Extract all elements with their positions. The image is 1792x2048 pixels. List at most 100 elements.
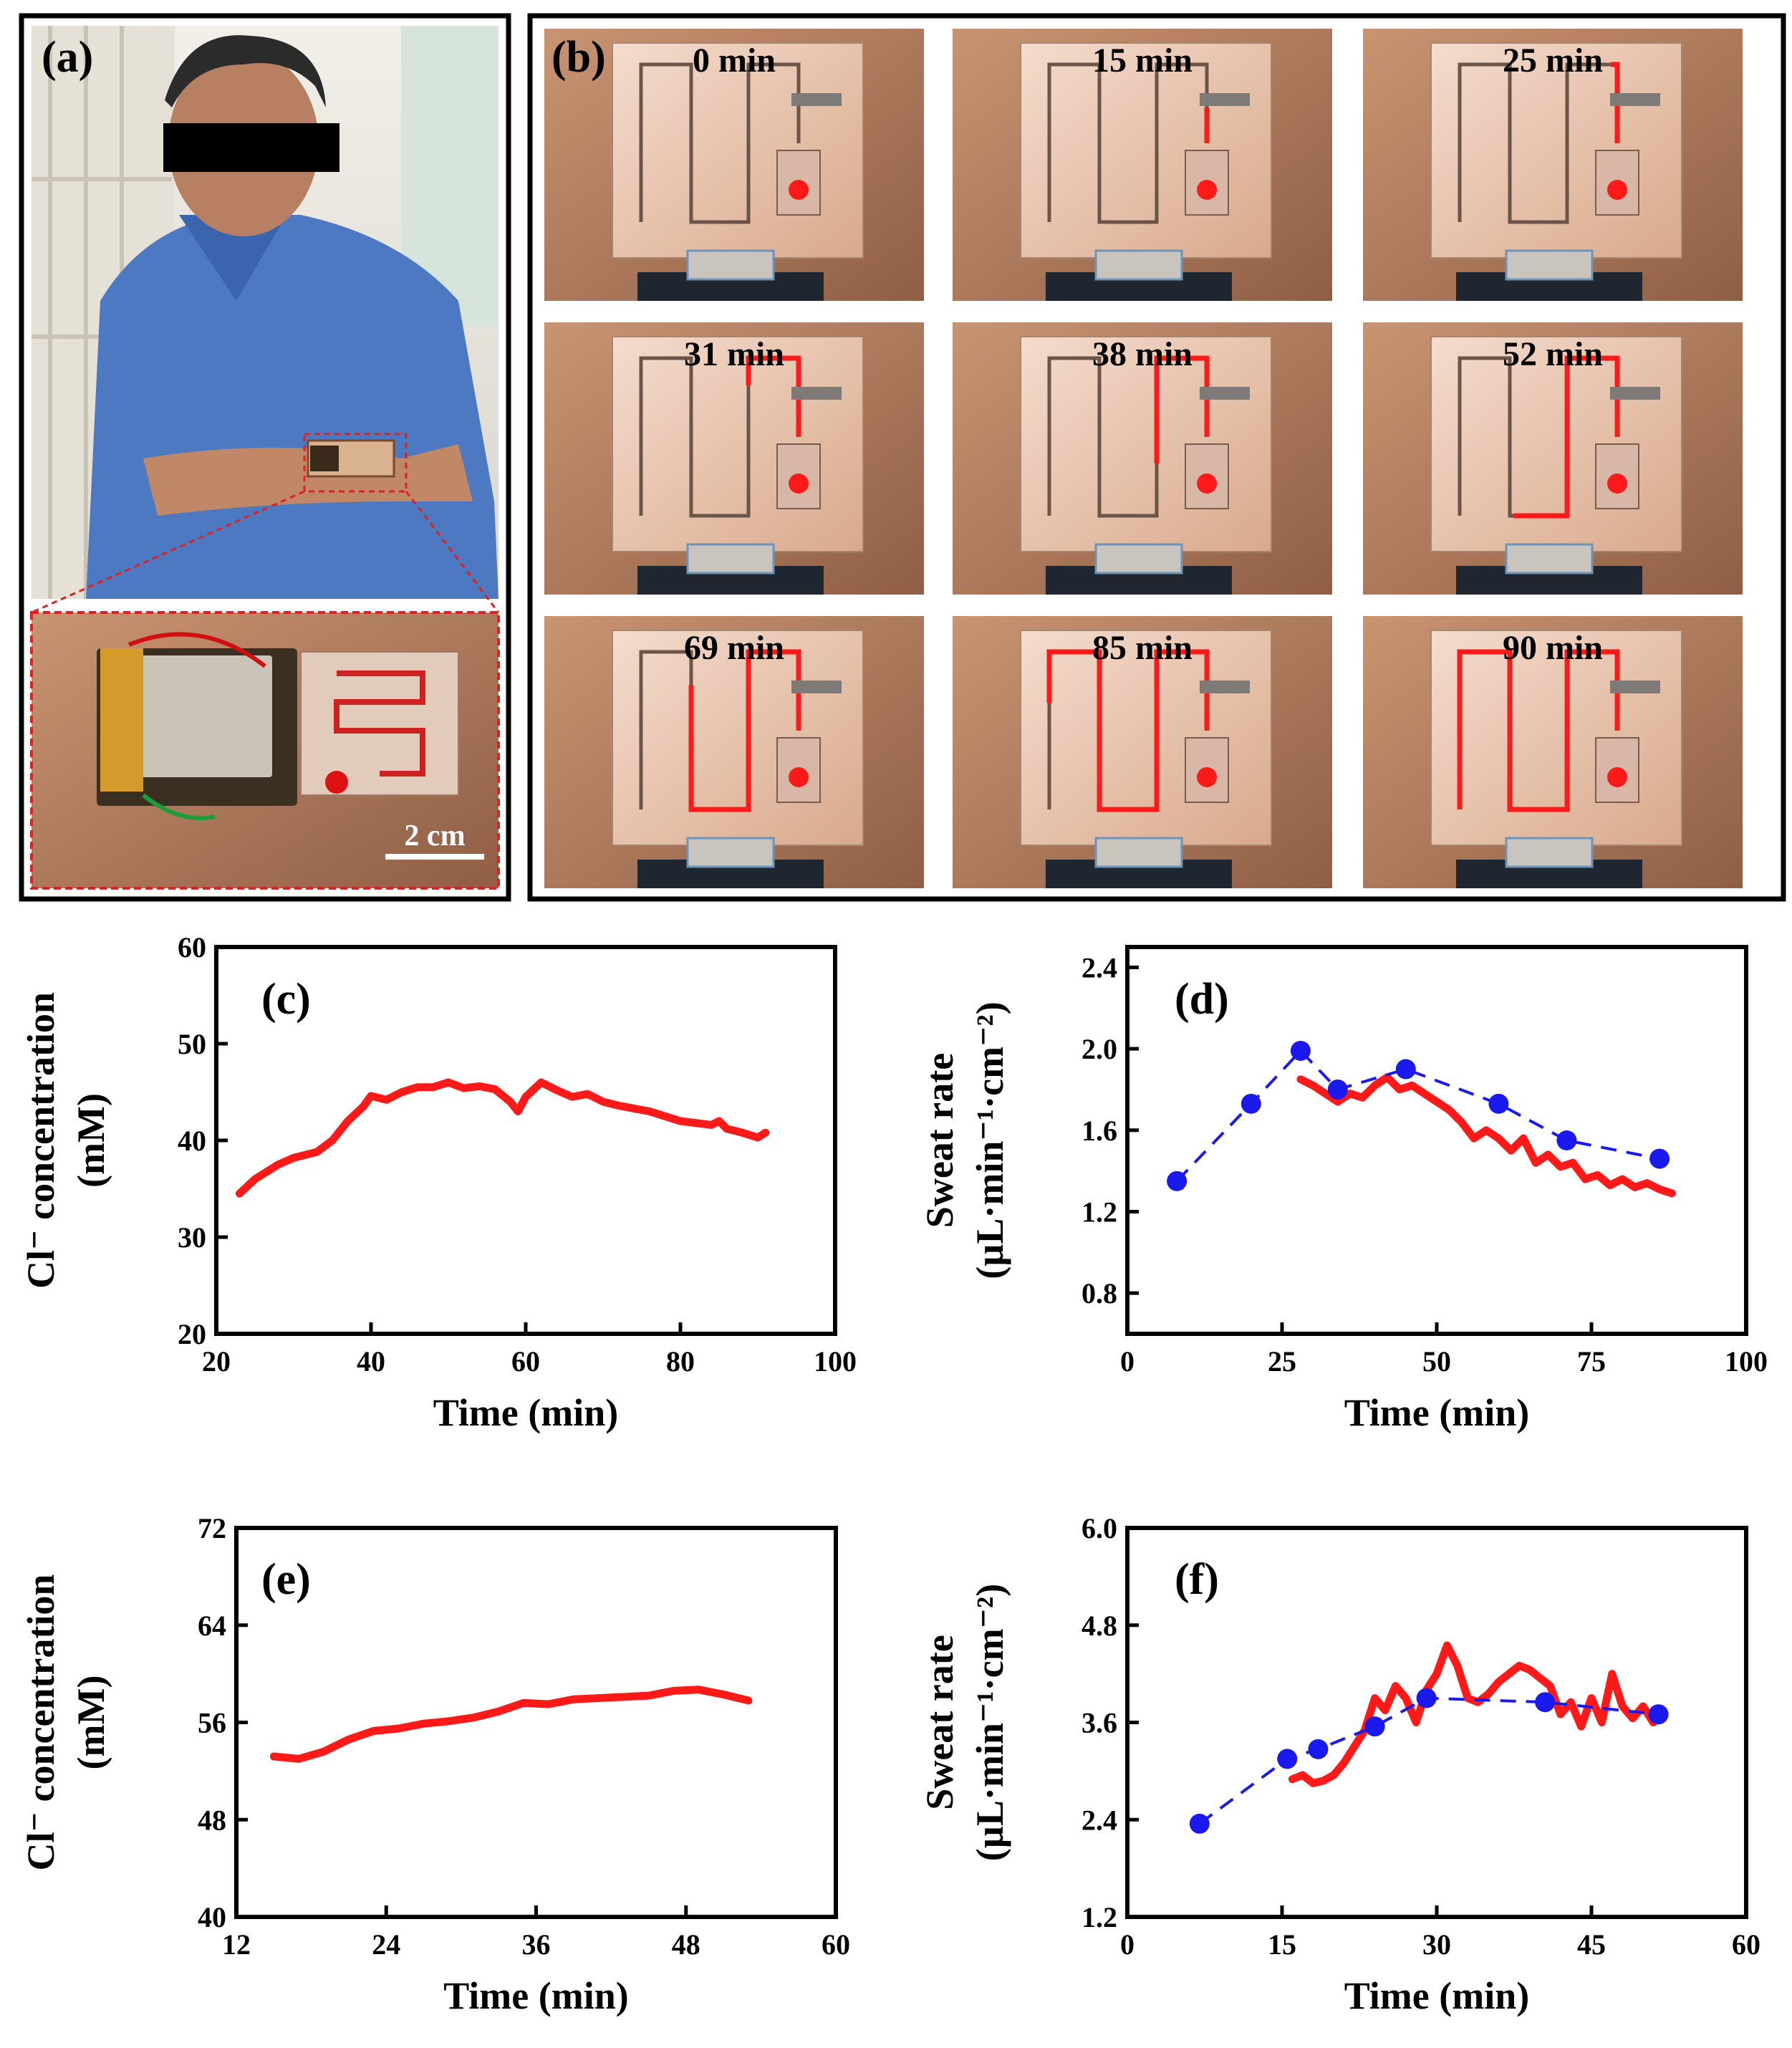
y-tick-label: 60 (178, 931, 206, 963)
series-reference-point (1364, 1716, 1385, 1737)
sweat-fill (1457, 649, 1620, 812)
sensor-dot (1607, 767, 1627, 787)
series-reference-point (1167, 1170, 1188, 1191)
y-tick-label: 20 (178, 1318, 206, 1350)
panel-d-label: (d) (1175, 975, 1229, 1024)
x-tick-label: 50 (1422, 1345, 1451, 1378)
series-reference-point (1649, 1148, 1670, 1169)
series-reference-point (1395, 1059, 1416, 1080)
x-tick-label: 12 (222, 1928, 251, 1961)
x-tick-label: 75 (1577, 1345, 1606, 1378)
series-reference-point (1535, 1692, 1556, 1713)
frame-time-label: 38 min (1092, 335, 1193, 373)
photo-frame-2: 25 min (1363, 29, 1743, 301)
x-tick-label: 100 (814, 1345, 857, 1378)
frame-time-label: 69 min (684, 629, 784, 667)
y-axis-title: (mM) (69, 1676, 112, 1770)
sensor-dot (789, 767, 809, 787)
photo-frame-5: 52 min (1363, 322, 1743, 595)
x-tick-label: 0 (1120, 1345, 1135, 1378)
sweat-fill (638, 355, 801, 519)
frame-time-label: 85 min (1092, 629, 1193, 667)
zoom-box (303, 433, 408, 493)
series-measured-line (1288, 1641, 1657, 1787)
y-axis-title: Sweat rate (918, 1053, 961, 1228)
x-tick-label: 25 (1268, 1345, 1296, 1378)
series-reference-point (1488, 1093, 1509, 1114)
sweat-fill (1457, 355, 1620, 519)
series-reference-point (1308, 1739, 1329, 1759)
plot-frame (234, 1526, 838, 1919)
x-tick-label: 15 (1268, 1928, 1296, 1961)
frame-time-label: 31 min (684, 335, 784, 373)
photo-frame-8: 90 min (1363, 616, 1743, 888)
photo-frame-6: 69 min (544, 616, 924, 888)
series-measured-line (1296, 1073, 1676, 1198)
y-tick-label: 1.2 (1082, 1901, 1117, 1933)
x-tick-label: 45 (1577, 1928, 1606, 1961)
frame-time-label: 90 min (1503, 629, 1603, 667)
series-reference-point (1290, 1040, 1311, 1061)
y-tick-label: 4.8 (1082, 1610, 1117, 1642)
panel-a-label: (a) (42, 33, 93, 82)
panel-b-label: (b) (551, 33, 606, 82)
x-tick-label: 60 (1732, 1928, 1760, 1961)
y-tick-label: 2.4 (1082, 1804, 1117, 1836)
y-tick-label: 6.0 (1082, 1512, 1117, 1544)
y-tick-label: 72 (198, 1512, 226, 1544)
x-tick-label: 40 (357, 1345, 385, 1378)
frame-time-label: 52 min (1503, 335, 1603, 373)
scale-bar-label: 2 cm (404, 819, 465, 852)
y-axis-title: Sweat rate (918, 1635, 961, 1809)
series-reference-point (1648, 1704, 1669, 1725)
x-axis-title: Time (min) (1344, 1391, 1529, 1434)
series-measured-line (269, 1686, 753, 1763)
series-reference-point (1277, 1749, 1298, 1769)
series-reference-line (1198, 1696, 1659, 1825)
frame-time-label: 15 min (1092, 42, 1193, 80)
series-reference-point (1241, 1093, 1261, 1114)
frame-time-label: 0 min (693, 42, 776, 80)
y-axis-title: Cl⁻ concentration (19, 1575, 62, 1871)
panel-c-label: (c) (261, 975, 311, 1024)
panel-a-photo: 2 cm (a) (19, 13, 511, 902)
series-reference-point (1189, 1813, 1210, 1834)
series-measured-line (235, 1078, 770, 1198)
photo-frame-0: 0 min (544, 29, 924, 301)
y-tick-label: 50 (178, 1028, 206, 1060)
photo-frame-7: 85 min (953, 616, 1332, 888)
series-reference-point (1556, 1130, 1577, 1150)
chart-d: 0 25 50 75 100 0.8 1.2 1.6 2.0 2.4 Time (min) Sweat… (918, 945, 1768, 1434)
sensor-dot (1607, 473, 1627, 494)
sweat-fill (638, 649, 801, 812)
panel-f-label: (f) (1175, 1555, 1219, 1604)
sensor-dot (789, 473, 809, 494)
series-reference-line (1175, 1049, 1660, 1183)
sensor-dot (1607, 180, 1627, 200)
x-tick-label: 60 (822, 1928, 850, 1961)
y-tick-label: 1.2 (1082, 1196, 1117, 1228)
y-tick-label: 3.6 (1082, 1707, 1117, 1739)
sensor-dot (1197, 180, 1217, 200)
chart-e: 12 24 36 48 60 40 48 56 64 72 Time (min) Cl⁻ concen… (19, 1512, 850, 2017)
y-tick-label: 0.8 (1082, 1277, 1117, 1309)
chart-f: 0 15 30 45 60 1.2 2.4 3.6 4.8 6.0 Time (min) Sweat … (918, 1512, 1760, 2017)
frame-time-label: 25 min (1503, 42, 1603, 80)
x-tick-label: 100 (1725, 1345, 1768, 1378)
panel-b-photo-grid: 0 min 15 min 25 min 31 min 38 min 52 min 69 mi… (527, 13, 1786, 902)
y-tick-label: 1.6 (1082, 1115, 1117, 1147)
x-tick-label: 80 (666, 1345, 695, 1378)
sweat-fill (1046, 355, 1210, 519)
x-tick-label: 0 (1120, 1928, 1135, 1961)
sensor-dot (789, 180, 809, 200)
photo-frame-4: 38 min (953, 322, 1332, 595)
y-axis-title: Cl⁻ concentration (19, 992, 62, 1289)
y-tick-label: 30 (178, 1221, 206, 1254)
series-reference-point (1416, 1688, 1437, 1708)
scale-bar (385, 854, 484, 860)
photo-frame-1: 15 min (953, 29, 1332, 301)
x-tick-label: 24 (372, 1928, 400, 1961)
x-axis-title: Time (min) (443, 1974, 628, 2017)
y-tick-label: 48 (198, 1804, 226, 1836)
